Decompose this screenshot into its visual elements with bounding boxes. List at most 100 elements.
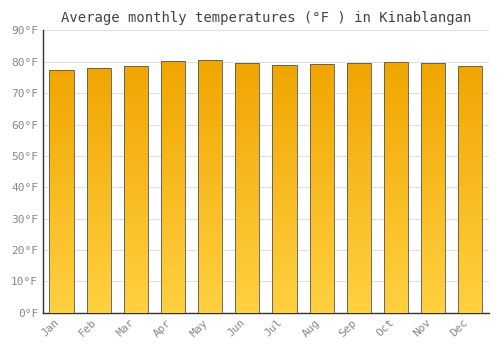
Bar: [384, 110, 408, 112]
Bar: [458, 231, 482, 233]
Bar: [124, 271, 148, 273]
Bar: [458, 191, 482, 194]
Bar: [421, 310, 445, 313]
Bar: [198, 116, 222, 118]
Bar: [124, 184, 148, 187]
Bar: [236, 303, 260, 305]
Bar: [458, 305, 482, 308]
Bar: [310, 86, 334, 89]
Bar: [86, 100, 111, 103]
Bar: [161, 298, 185, 300]
Bar: [272, 199, 296, 201]
Bar: [384, 117, 408, 120]
Bar: [236, 73, 260, 75]
Bar: [347, 145, 371, 148]
Bar: [384, 120, 408, 122]
Bar: [50, 228, 74, 230]
Bar: [384, 145, 408, 147]
Bar: [347, 288, 371, 290]
Bar: [86, 266, 111, 269]
Bar: [347, 80, 371, 83]
Bar: [198, 181, 222, 184]
Bar: [272, 201, 296, 204]
Bar: [384, 202, 408, 205]
Bar: [50, 198, 74, 201]
Bar: [198, 105, 222, 108]
Bar: [198, 199, 222, 202]
Bar: [236, 268, 260, 270]
Bar: [86, 115, 111, 117]
Bar: [124, 179, 148, 182]
Bar: [347, 170, 371, 173]
Bar: [458, 199, 482, 202]
Bar: [384, 157, 408, 160]
Bar: [272, 283, 296, 285]
Bar: [86, 130, 111, 132]
Bar: [161, 270, 185, 272]
Bar: [458, 115, 482, 118]
Bar: [272, 268, 296, 271]
Bar: [272, 238, 296, 241]
Bar: [161, 154, 185, 157]
Bar: [50, 257, 74, 259]
Bar: [236, 83, 260, 85]
Bar: [347, 63, 371, 313]
Bar: [384, 155, 408, 157]
Bar: [421, 183, 445, 186]
Bar: [161, 293, 185, 295]
Bar: [458, 221, 482, 224]
Bar: [236, 78, 260, 80]
Bar: [458, 238, 482, 241]
Bar: [458, 177, 482, 179]
Bar: [50, 79, 74, 82]
Bar: [236, 213, 260, 215]
Bar: [86, 274, 111, 276]
Bar: [50, 91, 74, 94]
Bar: [124, 65, 148, 313]
Bar: [310, 64, 334, 313]
Bar: [272, 261, 296, 263]
Bar: [310, 248, 334, 251]
Bar: [347, 140, 371, 143]
Bar: [50, 179, 74, 181]
Bar: [86, 279, 111, 281]
Bar: [384, 112, 408, 115]
Bar: [384, 240, 408, 243]
Bar: [161, 66, 185, 69]
Bar: [161, 61, 185, 64]
Bar: [421, 240, 445, 243]
Bar: [86, 127, 111, 130]
Bar: [198, 100, 222, 103]
Bar: [161, 119, 185, 121]
Bar: [198, 131, 222, 133]
Bar: [272, 273, 296, 275]
Bar: [347, 93, 371, 95]
Bar: [198, 68, 222, 70]
Bar: [236, 165, 260, 168]
Bar: [161, 217, 185, 219]
Bar: [161, 159, 185, 162]
Bar: [458, 160, 482, 162]
Bar: [198, 287, 222, 290]
Bar: [198, 232, 222, 234]
Bar: [421, 285, 445, 288]
Bar: [161, 260, 185, 262]
Bar: [50, 291, 74, 293]
Bar: [310, 171, 334, 173]
Bar: [236, 98, 260, 100]
Bar: [384, 70, 408, 72]
Bar: [198, 120, 222, 123]
Bar: [198, 138, 222, 141]
Bar: [310, 265, 334, 268]
Bar: [421, 96, 445, 98]
Bar: [272, 221, 296, 223]
Bar: [458, 226, 482, 229]
Bar: [86, 308, 111, 310]
Bar: [310, 196, 334, 198]
Bar: [198, 70, 222, 72]
Bar: [236, 75, 260, 78]
Bar: [384, 137, 408, 140]
Bar: [347, 203, 371, 205]
Bar: [421, 66, 445, 68]
Bar: [124, 90, 148, 93]
